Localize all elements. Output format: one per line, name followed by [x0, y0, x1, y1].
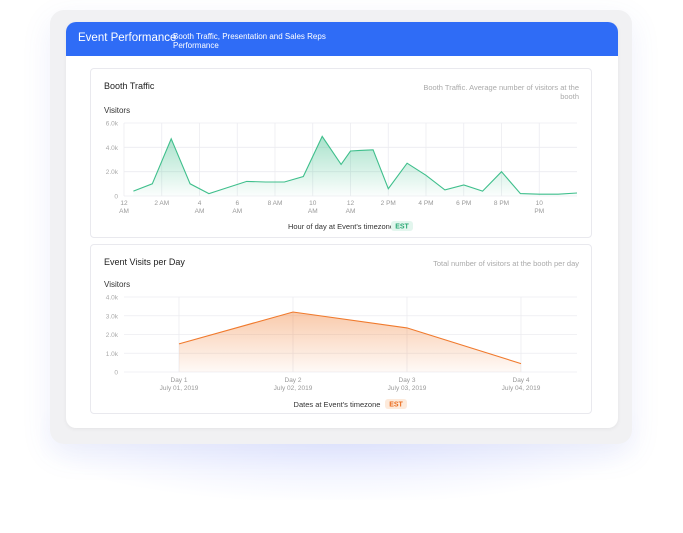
- x-tick-label: 10: [536, 200, 544, 207]
- x-axis-label: Dates at Event's timezone: [294, 400, 381, 409]
- y-tick-label: 3.0k: [106, 313, 119, 320]
- y-axis-label: Visitors: [104, 106, 130, 115]
- x-tick-label: 4 PM: [418, 200, 433, 207]
- x-tick-label: 12: [347, 200, 355, 207]
- event-visits-title: Event Visits per Day: [104, 257, 185, 267]
- x-tick-label: 8 PM: [494, 200, 509, 207]
- card-header: Event Performance Booth Traffic, Present…: [66, 22, 618, 56]
- x-tick-date: July 04, 2019: [502, 385, 541, 392]
- y-axis-label: Visitors: [104, 280, 130, 289]
- booth-traffic-title: Booth Traffic: [104, 81, 155, 91]
- x-tick-label: 4: [198, 200, 202, 207]
- x-axis-label: Hour of day at Event's timezone: [288, 222, 394, 231]
- booth-traffic-panel: Booth Traffic Booth Traffic. Average num…: [90, 68, 592, 238]
- x-tick-label: 12: [120, 200, 128, 207]
- y-tick-label: 0: [114, 370, 118, 377]
- x-tick-label: PM: [534, 208, 544, 215]
- x-tick-label: Day 2: [285, 377, 302, 384]
- x-tick-label: AM: [119, 208, 129, 215]
- x-tick-label: Day 1: [171, 377, 188, 384]
- event-visits-panel: Event Visits per Day Total number of vis…: [90, 244, 592, 414]
- x-tick-date: July 02, 2019: [274, 385, 313, 392]
- traffic-area: [133, 136, 577, 196]
- y-tick-label: 4.0k: [106, 295, 119, 302]
- y-tick-label: 0: [114, 194, 118, 201]
- timezone-badge-text: EST: [395, 224, 409, 231]
- visits-area: [179, 312, 521, 372]
- x-tick-date: July 01, 2019: [160, 385, 199, 392]
- x-tick-label: Day 4: [513, 377, 530, 384]
- x-tick-label: 2 PM: [381, 200, 396, 207]
- y-tick-label: 4.0k: [106, 145, 119, 152]
- event-visits-description: Total number of visitors at the booth pe…: [433, 259, 579, 268]
- timezone-badge: [391, 221, 413, 231]
- x-tick-label: 6 PM: [456, 200, 471, 207]
- booth-traffic-description: Booth Traffic. Average number of visitor…: [423, 83, 579, 101]
- x-tick-label: AM: [195, 208, 205, 215]
- header-title: Event Performance: [78, 32, 177, 44]
- x-tick-label: 8 AM: [268, 200, 283, 207]
- timezone-badge: [385, 399, 407, 409]
- x-tick-label: 2 AM: [154, 200, 169, 207]
- x-tick-label: AM: [346, 208, 356, 215]
- y-tick-label: 6.0k: [106, 121, 119, 128]
- y-tick-label: 1.0k: [106, 351, 119, 358]
- visits-line: [178, 311, 522, 365]
- x-tick-label: 6: [235, 200, 239, 207]
- y-tick-label: 2.0k: [106, 332, 119, 339]
- header-subtitle: Booth Traffic, Presentation and Sales Re…: [173, 32, 326, 50]
- timezone-badge-text: EST: [389, 402, 403, 409]
- device-frame: Event Performance Booth Traffic, Present…: [50, 10, 632, 444]
- traffic-line: [133, 135, 578, 195]
- y-tick-label: 2.0k: [106, 169, 119, 176]
- x-tick-label: AM: [232, 208, 242, 215]
- event-performance-card: Event Performance Booth Traffic, Present…: [66, 22, 618, 428]
- x-tick-label: 10: [309, 200, 317, 207]
- x-tick-label: Day 3: [399, 377, 416, 384]
- x-tick-date: July 03, 2019: [388, 385, 427, 392]
- x-tick-label: AM: [308, 208, 318, 215]
